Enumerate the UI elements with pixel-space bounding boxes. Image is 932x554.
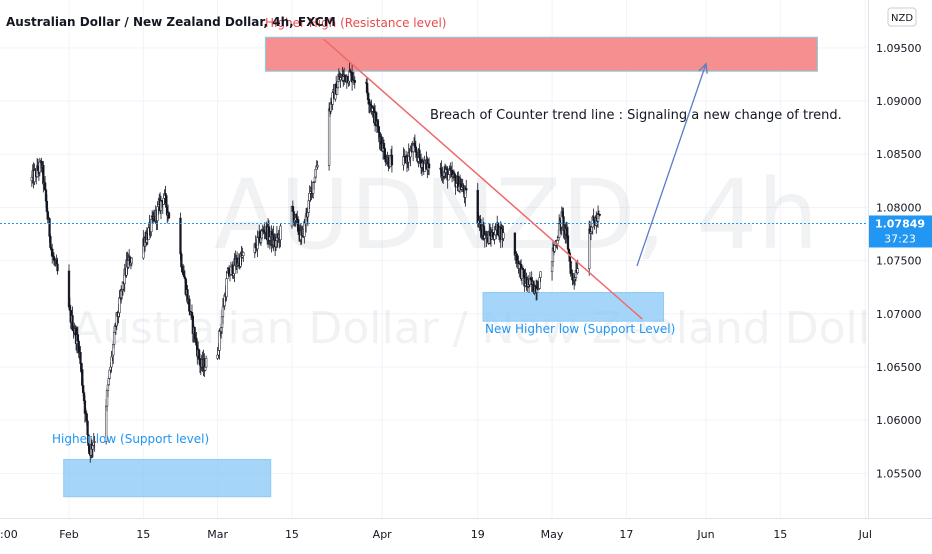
projection-arrow-head xyxy=(698,62,708,74)
candle-body xyxy=(165,195,168,208)
symbol-title[interactable]: Australian Dollar / New Zealand Dollar, … xyxy=(6,15,336,29)
time-scale-bg xyxy=(0,518,932,550)
last-price-box xyxy=(869,215,932,248)
resistance-zone xyxy=(264,36,818,72)
candle-body xyxy=(225,278,228,298)
price-scale[interactable]: 1.05500 1.06000 1.06500 1.07000 1.07500 1.080… xyxy=(868,0,932,518)
price-tick-label: 1.06000 xyxy=(876,414,922,427)
candle-body xyxy=(353,80,356,83)
time-tick-label: Jul xyxy=(858,528,872,541)
price-tick-label: 1.09000 xyxy=(876,95,922,108)
time-tick-label: Mar xyxy=(207,528,228,541)
candle-body xyxy=(493,234,496,240)
candle-body xyxy=(242,252,245,256)
price-tick-label: 1.07000 xyxy=(876,308,922,321)
time-tick-label: Feb xyxy=(59,528,78,541)
candle-body xyxy=(390,154,394,166)
time-tick-label: Apr xyxy=(373,528,393,541)
price-scale-bg xyxy=(868,0,932,518)
price-tick-label: 1.07500 xyxy=(876,255,922,268)
time-ticks: :00 Feb 15 Mar 15 Apr 19 May 17 Jun 15 Jul xyxy=(0,528,872,541)
support-zone-1 xyxy=(63,458,272,498)
candle-body xyxy=(314,168,317,178)
time-tick-label: 15 xyxy=(773,528,787,541)
last-price-tag: 1.07849 37:23 xyxy=(869,215,932,248)
time-tick-label: May xyxy=(541,528,564,541)
time-tick-label: 17 xyxy=(619,528,633,541)
price-tick-label: 1.05500 xyxy=(876,467,922,480)
candle-body xyxy=(93,441,96,443)
candle-body xyxy=(79,352,82,364)
price-tick-label: 1.06500 xyxy=(876,361,922,374)
time-tick-label: :00 xyxy=(0,528,18,541)
drawings[interactable] xyxy=(323,38,708,320)
candle-body xyxy=(130,257,133,264)
price-tick-label: 1.08500 xyxy=(876,148,922,161)
currency-badge[interactable]: NZD xyxy=(887,7,917,27)
currency-badge-text: NZD xyxy=(891,13,913,24)
candle-body xyxy=(167,212,171,219)
candle-body xyxy=(279,225,282,240)
price-tick-label: 1.09500 xyxy=(876,42,922,55)
candle-body xyxy=(592,216,595,221)
candle-body xyxy=(56,263,59,272)
plot-area[interactable] xyxy=(0,0,868,518)
candle-body xyxy=(598,214,601,216)
price-ticks: 1.05500 1.06000 1.06500 1.07000 1.07500 1.080… xyxy=(876,42,922,480)
candle-body xyxy=(204,358,208,368)
candle-body xyxy=(465,188,468,191)
candle-body xyxy=(180,253,183,268)
breach-annotation[interactable]: Breach of Counter trend line : Signaling… xyxy=(430,108,842,123)
time-tick-label: 15 xyxy=(136,528,150,541)
candle-body xyxy=(539,271,542,278)
candle-body xyxy=(566,235,570,250)
candle-body xyxy=(316,165,319,168)
candle-body xyxy=(502,232,505,239)
resistance-annotation[interactable]: Higher High (Resistance level) xyxy=(265,16,446,30)
time-tick-label: Jun xyxy=(696,528,714,541)
last-price-value: 1.07849 xyxy=(875,217,925,230)
counter-trendline xyxy=(323,38,643,320)
zones xyxy=(63,36,818,498)
bar-countdown: 37:23 xyxy=(884,232,916,245)
candle-body xyxy=(588,228,591,270)
candle-body xyxy=(221,306,225,318)
candle-body xyxy=(447,174,450,181)
support-annotation-1[interactable]: Higher low (Support level) xyxy=(52,432,209,446)
price-tick-label: 1.08000 xyxy=(876,201,922,214)
candle-body xyxy=(43,182,47,191)
support-annotation-2[interactable]: New Higher low (Support Level) xyxy=(485,322,675,336)
time-tick-label: 19 xyxy=(471,528,485,541)
currency-badge-box xyxy=(887,7,917,27)
time-scale[interactable]: :00 Feb 15 Mar 15 Apr 19 May 17 Jun 15 Jul xyxy=(0,518,932,550)
candle-body xyxy=(576,268,579,274)
candle-body xyxy=(112,331,116,345)
candle-body xyxy=(188,298,191,312)
time-tick-label: 15 xyxy=(285,528,299,541)
support-zone-2 xyxy=(482,292,665,322)
candle-body xyxy=(427,163,431,169)
projection-arrow xyxy=(636,63,707,267)
candle-body xyxy=(327,108,331,166)
candles xyxy=(30,62,601,463)
